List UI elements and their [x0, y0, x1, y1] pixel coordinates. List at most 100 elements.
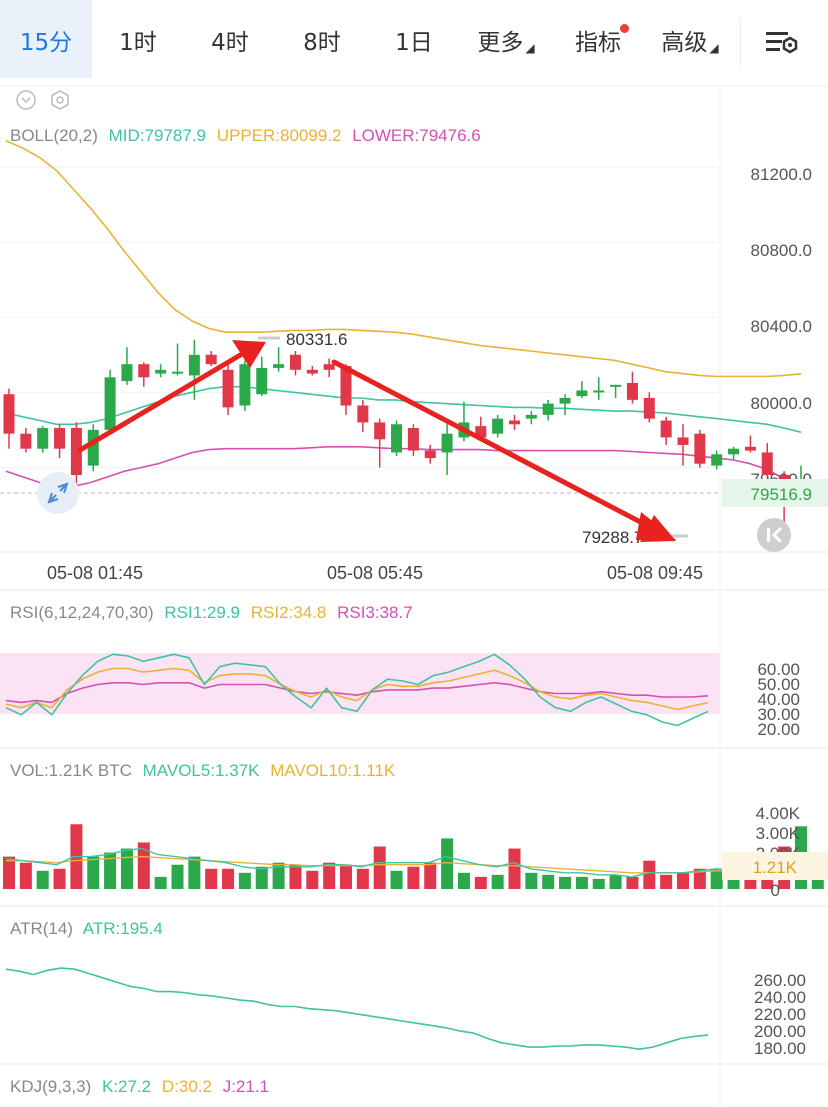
tab-indicators[interactable]: 指标	[552, 0, 644, 78]
back-to-latest-button[interactable]	[757, 518, 791, 552]
tab-1h[interactable]: 1时	[92, 0, 184, 78]
volume-bar	[373, 846, 386, 889]
volume-bar	[643, 860, 656, 889]
volume-bar	[424, 862, 437, 889]
svg-text:KDJ(9,3,3) K:27.2 D:30: KDJ(9,3,3) K:27.2 D:30.2 J:21.1	[10, 1077, 269, 1096]
volume-bar	[677, 872, 689, 889]
candle-body	[643, 397, 655, 419]
volume-bar	[154, 876, 167, 889]
x-tick-label: 05-08 09:45	[607, 563, 703, 583]
volume-bars	[3, 824, 824, 889]
high-marker-label: 80331.6	[286, 330, 347, 349]
candlesticks	[3, 339, 807, 526]
volume-bar	[306, 870, 319, 889]
x-tick-label: 05-08 01:45	[47, 563, 143, 583]
candle-body	[559, 397, 571, 404]
kdj-j-value: J:21.1	[223, 1077, 269, 1096]
vol-y-tick: 3.00K	[756, 824, 801, 843]
volume-bar	[609, 874, 622, 889]
atr-value: ATR:195.4	[83, 919, 163, 938]
volume-bar	[323, 862, 336, 889]
volume-bar	[53, 868, 66, 889]
tab-more[interactable]: 更多 ◢	[460, 0, 552, 78]
vol-label: VOL:1.21K BTC	[10, 761, 132, 780]
tab-8h[interactable]: 8时	[276, 0, 368, 78]
rsi2-line	[5, 667, 709, 711]
volume-bar	[693, 868, 706, 889]
candle-body	[87, 429, 99, 466]
timeframe-tabs: 15分 1时 4时 8时 1日 更多 ◢ 指标 高级 ◢	[0, 0, 828, 86]
candle-body	[407, 428, 419, 451]
hexagon-gear-icon	[51, 90, 69, 110]
candle-body	[340, 366, 352, 406]
boll-upper-line	[5, 139, 802, 378]
dropdown-caret-icon: ◢	[525, 41, 535, 55]
rsi1-line	[5, 653, 709, 727]
rsi-y-tick: 50.00	[757, 675, 800, 694]
rsi-y-tick: 30.00	[757, 705, 800, 724]
volume-bar	[491, 874, 504, 889]
boll-lower-line	[5, 445, 802, 492]
chart-settings-button[interactable]	[760, 26, 800, 60]
candle-body	[205, 354, 217, 365]
rsi-y-tick: 20.00	[757, 720, 800, 739]
volume-bar	[542, 874, 555, 889]
candle-body	[626, 382, 638, 400]
tab-label: 1日	[395, 30, 433, 56]
volume-bar	[171, 864, 184, 889]
candle-body	[188, 354, 200, 376]
fullscreen-button[interactable]	[37, 472, 79, 514]
volume-bar	[559, 876, 572, 889]
y-tick-label: 80400.0	[751, 317, 812, 336]
rsi3-line	[5, 681, 709, 704]
dropdown-caret-icon: ◢	[709, 41, 719, 55]
indicator-settings-button[interactable]	[51, 90, 69, 110]
svg-text:BOLL(20,2) MID:79787.9: BOLL(20,2) MID:79787.9 UPPER:80099.2 LOW…	[10, 126, 481, 145]
svg-text:RSI(6,12,24,70,30) RSI1:29: RSI(6,12,24,70,30) RSI1:29.9 RSI2:34.8 R…	[10, 603, 413, 622]
kdj-label: KDJ(9,3,3)	[10, 1077, 91, 1096]
tab-1d[interactable]: 1日	[368, 0, 460, 78]
last-price-badge	[722, 479, 828, 507]
volume-bar	[390, 870, 403, 889]
vol-y-tick: 4.00K	[756, 804, 801, 823]
kdj-d-value: D:30.2	[162, 1077, 212, 1096]
tab-label: 4时	[211, 30, 249, 56]
x-tick-label: 05-08 05:45	[327, 563, 423, 583]
candle-body	[20, 433, 32, 449]
candle-body	[374, 422, 386, 440]
volume-bar	[120, 848, 133, 889]
candle-body	[424, 450, 436, 459]
volume-bar	[592, 878, 605, 889]
tab-15m[interactable]: 15分	[0, 0, 92, 78]
candle-body	[155, 369, 167, 374]
boll-lower-value: LOWER:79476.6	[352, 126, 481, 145]
collapse-button[interactable]	[16, 90, 36, 110]
rsi-y-tick: 60.00	[757, 660, 800, 679]
candle-body	[323, 364, 335, 370]
candle-body	[138, 364, 150, 378]
atr-label: ATR(14)	[10, 919, 73, 938]
candle-body	[509, 420, 520, 425]
candle-body	[289, 354, 301, 370]
candle-body	[239, 364, 251, 406]
candle-body	[744, 446, 756, 451]
annotation-arrow-up	[77, 340, 266, 453]
kdj-k-value: K:27.2	[102, 1077, 151, 1096]
candle-body	[306, 369, 318, 374]
candle-body	[576, 390, 588, 397]
candle-body	[761, 452, 773, 475]
candle-body	[593, 390, 605, 393]
volume-bar	[710, 868, 723, 889]
rsi-y-tick: 40.00	[757, 690, 800, 709]
tab-advanced[interactable]: 高级 ◢	[644, 0, 736, 78]
tab-4h[interactable]: 4时	[184, 0, 276, 78]
volume-bar	[626, 876, 639, 889]
candle-body	[660, 420, 672, 438]
chevron-down-icon	[21, 97, 31, 104]
tab-label: 1时	[119, 30, 157, 56]
last-price-label: 79516.9	[751, 485, 812, 504]
volume-bar	[36, 870, 49, 889]
candle-body	[222, 369, 234, 408]
candle-body	[694, 433, 706, 464]
